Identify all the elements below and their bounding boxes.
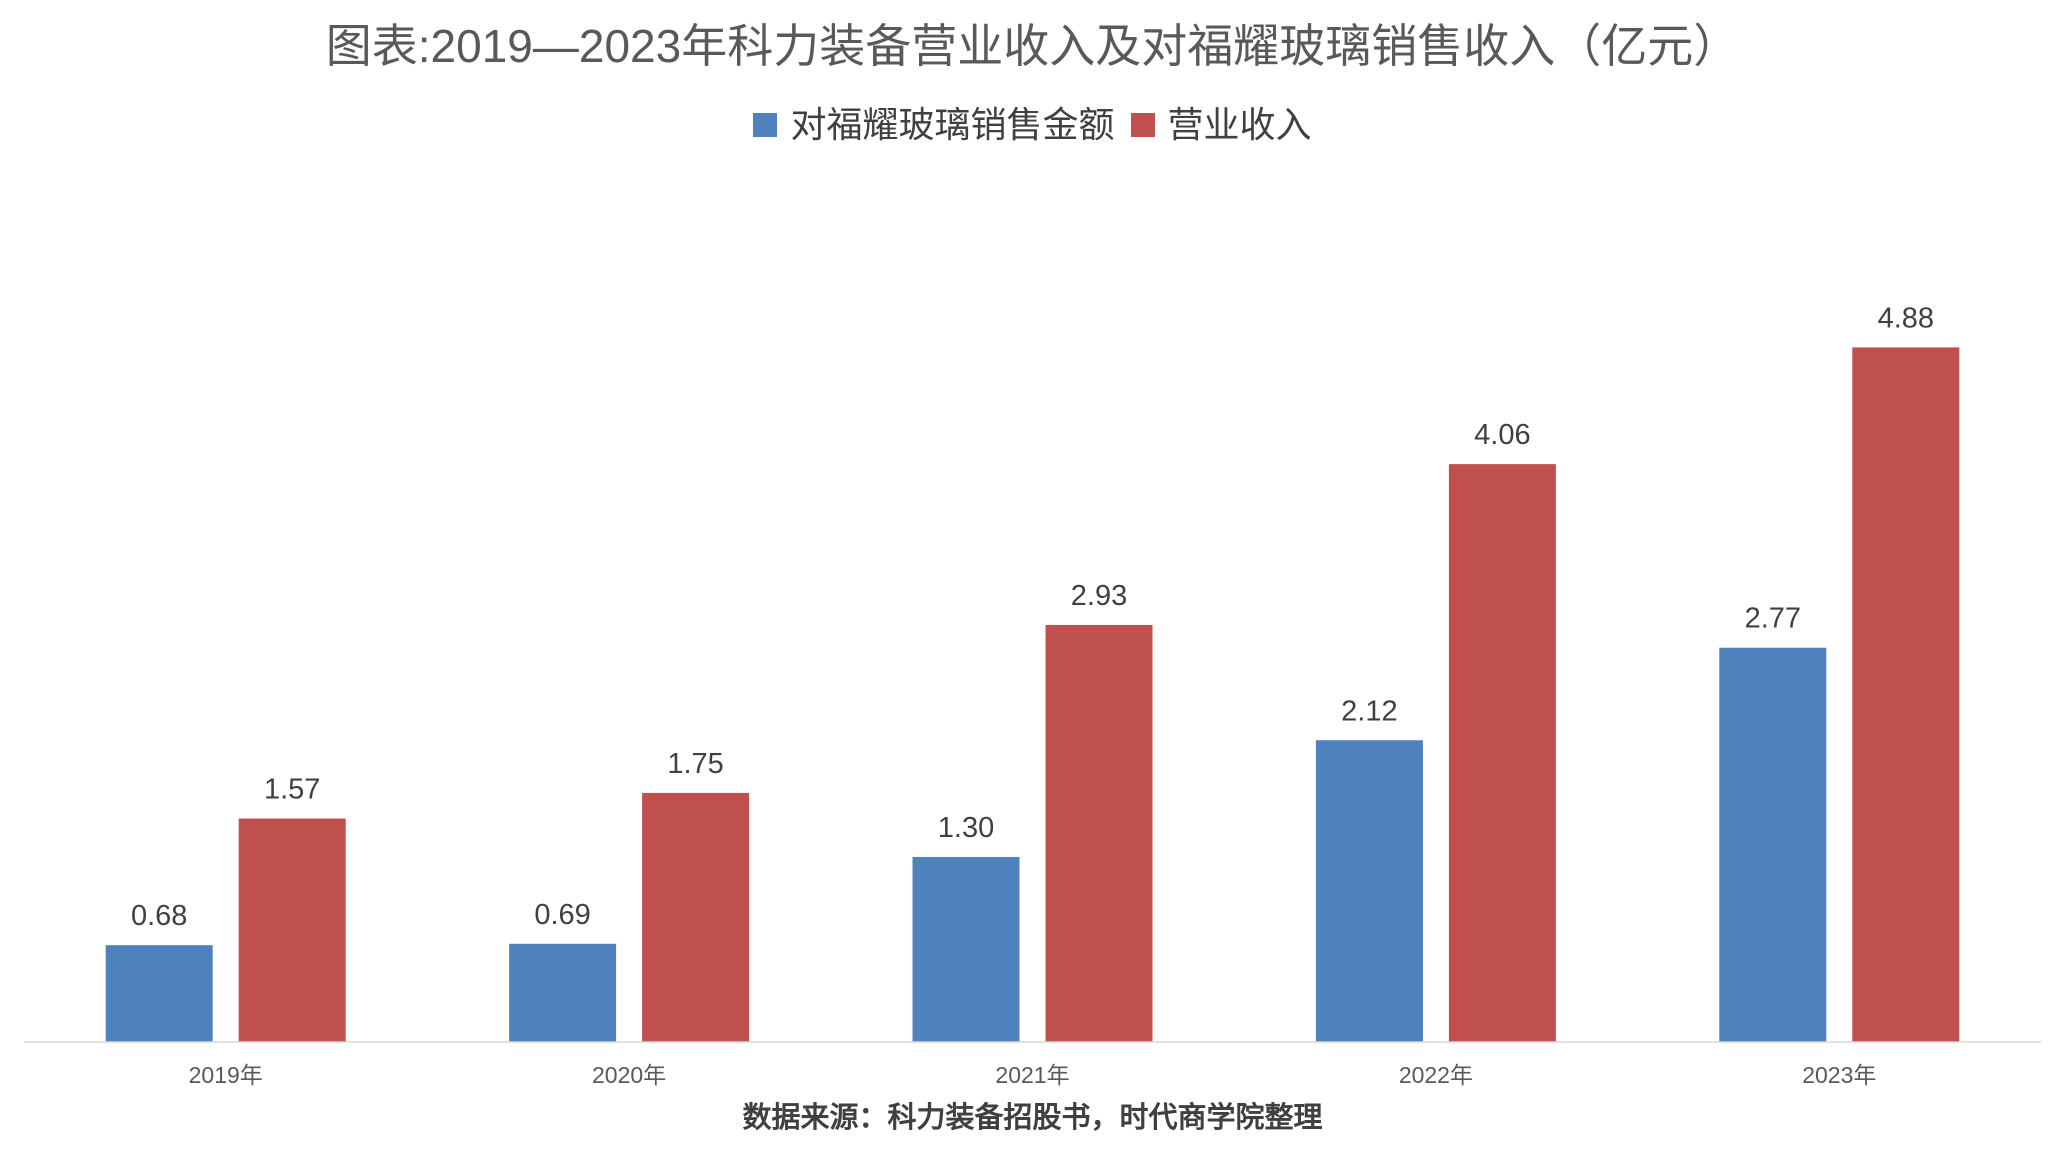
data-label-revenue: 4.88	[1878, 302, 1934, 334]
data-label-sales-to-fuyao: 0.69	[534, 899, 590, 931]
data-label-revenue: 2.93	[1071, 580, 1127, 612]
bar-revenue	[1852, 347, 1960, 1042]
data-label-revenue: 1.75	[667, 748, 723, 780]
data-label-sales-to-fuyao: 1.30	[938, 812, 994, 844]
data-label-sales-to-fuyao: 2.12	[1341, 695, 1397, 727]
legend-item-revenue: 营业收入	[1130, 103, 1312, 147]
bar-sales-to-fuyao	[105, 945, 213, 1042]
x-tick-label: 2021年	[995, 1062, 1069, 1088]
data-label-sales-to-fuyao: 0.68	[131, 900, 187, 932]
x-tick-label: 2020年	[592, 1062, 666, 1088]
bar-revenue	[642, 792, 750, 1042]
data-label-sales-to-fuyao: 2.77	[1745, 603, 1801, 635]
bar-sales-to-fuyao	[509, 943, 617, 1042]
legend-item-sales-to-fuyao: 对福耀玻璃销售金额	[753, 103, 1115, 147]
bar-sales-to-fuyao	[912, 856, 1020, 1042]
x-tick-label: 2019年	[189, 1062, 263, 1088]
source-note: 数据来源：科力装备招股书，时代商学院整理	[742, 1100, 1323, 1134]
chart-title: 图表:2019—2023年科力装备营业收入及对福耀玻璃销售收入（亿元）	[325, 20, 1740, 72]
x-tick-label: 2023年	[1802, 1062, 1876, 1088]
bar-revenue	[1045, 624, 1153, 1042]
bar-sales-to-fuyao	[1719, 647, 1827, 1042]
bar-revenue	[238, 818, 346, 1042]
legend-label-revenue: 营业收入	[1167, 104, 1312, 145]
legend-swatch-revenue	[1130, 113, 1155, 137]
bar-revenue	[1448, 464, 1556, 1042]
legend-label-sales-to-fuyao: 对福耀玻璃销售金额	[790, 104, 1115, 145]
legend: 对福耀玻璃销售金额 营业收入	[0, 103, 2065, 147]
data-label-revenue: 4.06	[1474, 419, 1530, 451]
x-tick-label: 2022年	[1399, 1062, 1473, 1088]
data-label-revenue: 1.57	[264, 774, 320, 806]
bar-sales-to-fuyao	[1315, 740, 1423, 1042]
legend-swatch-sales-to-fuyao	[753, 113, 778, 137]
